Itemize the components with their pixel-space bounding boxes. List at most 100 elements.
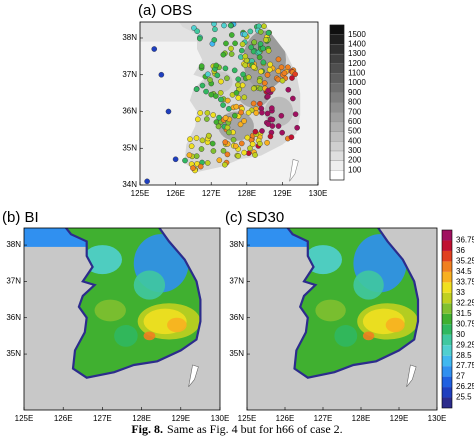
station-dot [214, 72, 221, 79]
station-dot [257, 29, 264, 35]
station-dot [220, 148, 227, 154]
station-dot [260, 59, 267, 66]
station-dot [275, 123, 282, 129]
lat-label: 37N [122, 70, 137, 79]
station-dot [241, 149, 247, 156]
map-frame [246, 227, 438, 411]
lon-label: 125E [131, 189, 150, 198]
station-dot [215, 123, 222, 130]
island [406, 364, 417, 387]
station-dot [290, 95, 296, 102]
colorbar-frame [441, 229, 453, 409]
station-dot [250, 64, 257, 70]
station-dot [267, 61, 273, 68]
station-dot [205, 132, 212, 139]
station-dot [278, 112, 285, 119]
station-dot [226, 129, 232, 136]
station-dot [269, 116, 276, 123]
station-dot [281, 70, 288, 76]
station-dot [207, 77, 213, 83]
colorbar-box [329, 170, 345, 181]
station-dot [213, 62, 220, 69]
colorbar-label: 36 [456, 246, 465, 255]
colorbar-box [442, 397, 452, 408]
colorbar-label: 100 [348, 165, 362, 174]
station-dot [285, 86, 292, 93]
colorbar-box [442, 271, 452, 283]
colorbar-box [329, 131, 345, 142]
colorbar-label: 200 [348, 156, 362, 165]
station-dot [188, 143, 195, 149]
station-dot [253, 110, 260, 116]
station-dot [241, 94, 248, 101]
colorbar-label: 1300 [348, 49, 366, 58]
station-dot [264, 139, 270, 146]
station-dot [232, 112, 238, 119]
lon-label: 127E [314, 414, 333, 423]
map-area [140, 22, 318, 185]
station-dot [197, 110, 204, 116]
station-dot [222, 65, 229, 72]
station-dot [196, 35, 203, 42]
station-dot [265, 87, 271, 94]
colorbar-label: 31.5 [456, 309, 472, 318]
colorbar-label: 33 [456, 288, 465, 297]
colorbar-box [329, 160, 345, 171]
field-patch [334, 324, 358, 347]
station-dot [226, 106, 232, 112]
colorbar-frame [329, 24, 345, 181]
station-dot [279, 129, 285, 136]
station-dot [217, 90, 224, 96]
station-dot [228, 51, 235, 57]
colorbar-box [442, 292, 452, 304]
lon-label: 129E [171, 414, 190, 423]
colorbar-label: 1200 [348, 59, 366, 68]
station-dot [235, 82, 241, 88]
lat-label: 36N [6, 313, 21, 322]
station-dot [237, 121, 244, 128]
station-dot [186, 152, 193, 158]
station-dot [250, 85, 257, 92]
station-dot [203, 88, 209, 95]
station-dot [187, 136, 193, 142]
station-dot [265, 93, 271, 100]
station-dot [223, 40, 229, 47]
station-dot [258, 68, 264, 75]
caption: Fig. 8. Same as Fig. 4 but for h66 of cas… [131, 422, 342, 436]
station-dot [292, 71, 298, 77]
colorbar-box [442, 387, 452, 398]
colorbar-box [442, 250, 452, 262]
lat-label: 35N [122, 143, 137, 152]
colorbar-box [442, 240, 452, 251]
station-dot [213, 93, 219, 99]
station-dot [247, 145, 253, 152]
colorbar-label: 800 [348, 98, 362, 107]
colorbar-box [329, 24, 345, 35]
station-dot [232, 40, 238, 47]
field-patch [133, 270, 166, 300]
station-dot [195, 116, 201, 123]
station-dot [242, 53, 249, 60]
station-dot [239, 41, 246, 48]
station-dot [238, 109, 244, 116]
lat-label: 35N [229, 349, 244, 358]
station-dot [265, 47, 272, 54]
station-dot [158, 71, 165, 78]
station-dot [193, 153, 200, 159]
colorbar-box [329, 112, 345, 123]
station-dot [267, 133, 274, 140]
colorbar-box [329, 73, 345, 84]
station-dot [252, 152, 258, 158]
field-patch [385, 317, 405, 333]
colorbar-box [442, 366, 452, 377]
colorbar-box [442, 261, 452, 272]
station-dot [193, 86, 200, 93]
station-dot [208, 91, 215, 98]
station-dot [242, 62, 249, 69]
lon-label: 125E [15, 414, 34, 423]
station-dot [204, 160, 211, 166]
caption-text: Same as Fig. 4 but for h66 of case 2. [167, 422, 343, 436]
station-dot [231, 67, 238, 74]
colorbar-label: 1100 [348, 69, 366, 78]
